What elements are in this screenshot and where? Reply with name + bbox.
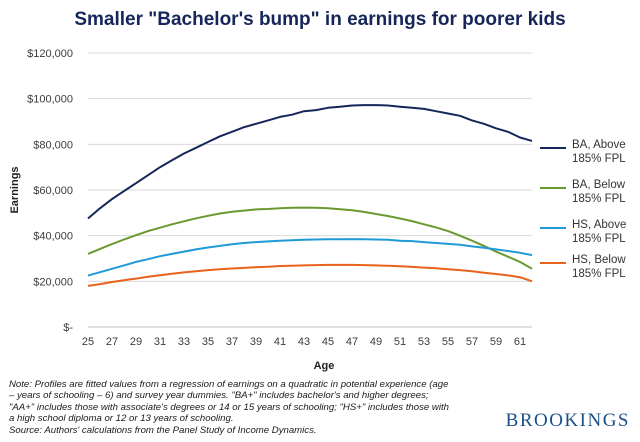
legend-label: 185% FPL bbox=[572, 193, 626, 205]
brookings-logo: BROOKINGS bbox=[505, 410, 630, 431]
series-line-4 bbox=[87, 263, 533, 287]
x-tick-label: 47 bbox=[346, 336, 358, 348]
y-tick-label: $60,000 bbox=[33, 185, 73, 197]
x-tick-label: 25 bbox=[82, 336, 94, 348]
x-tick-label: 27 bbox=[106, 336, 118, 348]
chart-title: Smaller "Bachelor's bump" in earnings fo… bbox=[74, 9, 566, 30]
legend-label: 185% FPL bbox=[572, 268, 626, 280]
y-tick-label: $80,000 bbox=[33, 139, 73, 151]
line-chart: $- $20,000 $40,000 $60,000 $80,000 $100,000 $1… bbox=[9, 48, 626, 372]
x-tick-label: 35 bbox=[202, 336, 214, 348]
note-line: a high school diploma or 12 or 13 years … bbox=[9, 413, 234, 425]
y-tick-label: $120,000 bbox=[27, 48, 73, 60]
x-tick-label: 41 bbox=[274, 336, 286, 348]
y-tick-label: $40,000 bbox=[33, 231, 73, 243]
x-tick-label: 43 bbox=[298, 336, 310, 348]
gridlines bbox=[88, 52, 532, 328]
x-tick-label: 49 bbox=[370, 336, 382, 348]
y-axis-tick-labels: $- $20,000 $40,000 $60,000 $80,000 $100,000 $1… bbox=[27, 48, 73, 334]
x-tick-label: 51 bbox=[394, 336, 406, 348]
series-line-1 bbox=[87, 104, 533, 220]
chart-note: Note: Profiles are fitted values from a … bbox=[9, 379, 509, 436]
x-tick-label: 33 bbox=[178, 336, 190, 348]
y-axis-label: Earnings bbox=[9, 166, 21, 213]
x-tick-label: 57 bbox=[466, 336, 478, 348]
y-tick-label: $- bbox=[63, 322, 73, 334]
note-line: – years of schooling – 6) and survey yea… bbox=[9, 390, 429, 402]
x-tick-label: 29 bbox=[130, 336, 142, 348]
note-line: Source: Authors' calculations from the P… bbox=[9, 424, 317, 436]
legend-label: HS, Above bbox=[572, 219, 626, 231]
legend-label: 185% FPL bbox=[572, 153, 626, 165]
x-tick-label: 59 bbox=[490, 336, 502, 348]
series-lines bbox=[87, 104, 533, 287]
x-tick-label: 39 bbox=[250, 336, 262, 348]
x-axis-tick-labels: 25 27 29 31 33 35 37 39 41 43 45 47 49 51 53 55 57 59 61 bbox=[82, 336, 526, 348]
y-tick-label: $20,000 bbox=[33, 276, 73, 288]
legend-label: HS, Below bbox=[572, 254, 626, 266]
note-line: "AA+" includes those with associate's de… bbox=[9, 401, 449, 413]
x-tick-label: 53 bbox=[418, 336, 430, 348]
legend-label: BA, Above bbox=[572, 139, 626, 151]
x-tick-label: 45 bbox=[322, 336, 334, 348]
legend-label: 185% FPL bbox=[572, 233, 626, 245]
x-axis-label: Age bbox=[314, 360, 335, 372]
x-tick-label: 31 bbox=[154, 336, 166, 348]
note-line: Note: Profiles are fitted values from a … bbox=[9, 379, 449, 390]
y-tick-label: $100,000 bbox=[27, 94, 73, 106]
legend-label: BA, Below bbox=[572, 179, 626, 191]
legend: BA, Above 185% FPL BA, Below 185% FPL HS, Ab… bbox=[540, 139, 626, 280]
x-tick-label: 55 bbox=[442, 336, 454, 348]
x-tick-label: 61 bbox=[514, 336, 526, 348]
x-tick-label: 37 bbox=[226, 336, 238, 348]
series-line-3 bbox=[87, 238, 533, 277]
series-line-2 bbox=[87, 206, 533, 270]
